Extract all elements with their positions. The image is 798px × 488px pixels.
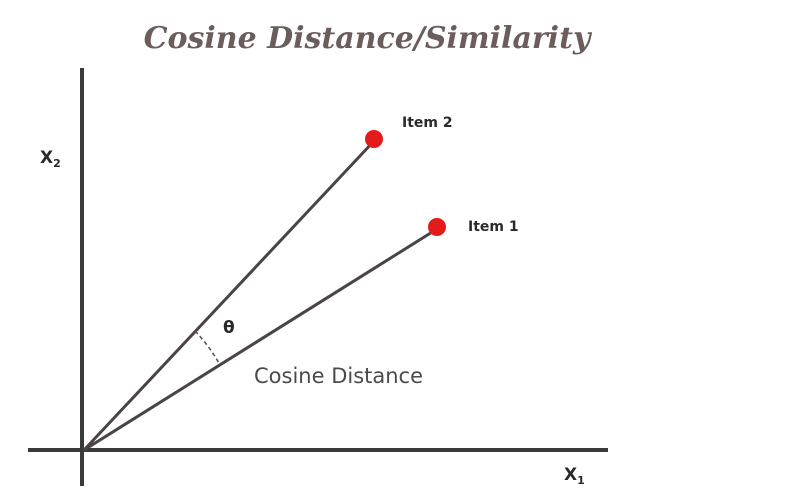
point-item-1 bbox=[428, 218, 446, 236]
x-axis-label-subscript: 1 bbox=[577, 474, 585, 487]
angle-theta-label: θ bbox=[223, 318, 235, 338]
y-axis-label-main: X bbox=[40, 148, 53, 168]
item-2-label: Item 2 bbox=[402, 115, 453, 131]
x-axis-label: X1 bbox=[564, 465, 585, 487]
diagram-title: Cosine Distance/Similarity bbox=[144, 21, 593, 56]
y-axis-label-subscript: 2 bbox=[53, 157, 61, 170]
x-axis-label-main: X bbox=[564, 465, 577, 485]
item-1-label: Item 1 bbox=[468, 219, 519, 235]
cosine-distance-label: Cosine Distance bbox=[254, 364, 423, 388]
vector-item-1 bbox=[83, 227, 438, 452]
angle-arc bbox=[194, 330, 221, 366]
point-item-2 bbox=[365, 130, 383, 148]
y-axis-label: X2 bbox=[40, 148, 61, 170]
vector-item-2 bbox=[82, 139, 376, 452]
